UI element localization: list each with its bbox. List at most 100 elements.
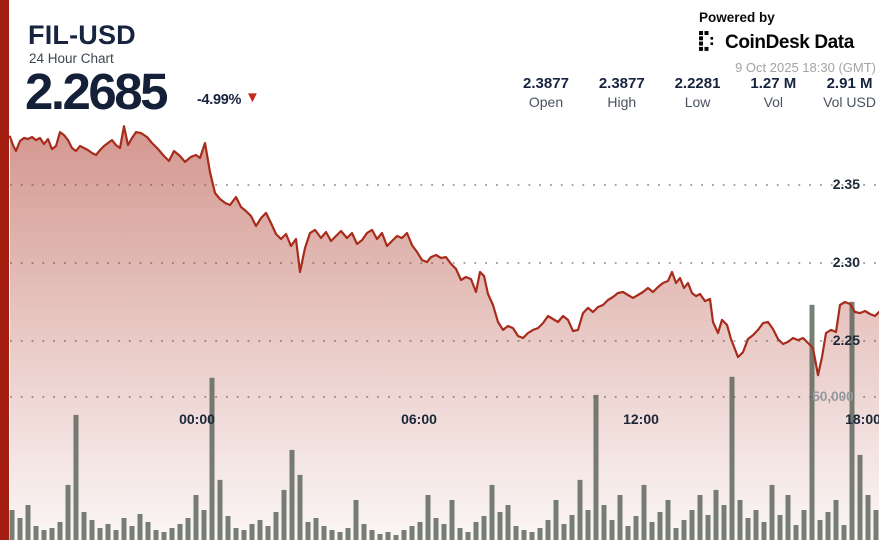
volume-bar [217,479,223,540]
volume-bar [401,530,407,540]
volume-bar [641,484,647,540]
volume-bar [137,514,143,540]
volume-bar [849,301,855,540]
stat-high: 2.3877 High [596,75,648,110]
stat-vol-usd: 2.91 M Vol USD [823,75,876,110]
volume-bar [241,530,247,540]
symbol-title: FIL-USD [28,20,136,50]
volume-bar [657,512,663,540]
volume-bar [313,518,319,540]
stat-high-value: 2.3877 [598,75,645,92]
stat-high-label: High [607,94,637,110]
coindesk-logo-icon [699,30,720,56]
volume-tick-label: 50,000 [812,389,854,404]
volume-bar [449,500,455,540]
volume-bar [193,495,199,540]
volume-bar [81,512,87,540]
volume-bar [681,520,687,540]
volume-bar [377,534,383,540]
y-tick-2-30: 2.30 [832,254,860,270]
volume-bar [361,524,367,540]
stat-vol-label: Vol [763,94,784,110]
volume-bar [201,510,207,540]
left-accent-bar [0,0,9,540]
stat-open-label: Open [528,94,564,110]
volume-bar [729,376,735,540]
volume-bar [833,500,839,540]
volume-bar [513,526,519,540]
x-tick-1800: 18:00 [845,411,879,427]
stat-low-value: 2.2281 [674,75,721,92]
volume-bar [769,484,775,540]
volume-bar [65,484,71,540]
volume-bar [585,510,591,540]
volume-bar [721,505,727,540]
volume-bar [409,526,415,540]
volume-bar [225,516,231,540]
volume-bar [593,394,599,540]
stat-low-label: Low [684,94,711,110]
volume-bar [785,495,791,540]
volume-bar [417,522,423,540]
volume-bar [105,524,111,540]
volume-bar [633,516,639,540]
volume-bar [553,500,559,540]
volume-bar [545,520,551,540]
volume-bar [129,526,135,540]
volume-bar [561,524,567,540]
stat-low: 2.2281 Low [672,75,724,110]
price-area-fill [10,126,879,540]
volume-bar [353,500,359,540]
volume-bar [281,489,287,540]
volume-bar [649,522,655,540]
volume-bar [153,530,159,540]
chart-timestamp: 9 Oct 2025 18:30 (GMT) [735,60,876,75]
volume-bar [841,525,847,540]
volume-bar [209,377,215,540]
x-tick-0600: 06:00 [401,411,437,427]
stat-vol-value: 1.27 M [750,75,797,92]
volume-bar [809,304,815,540]
volume-bar [577,479,583,540]
volume-bar [9,510,15,540]
volume-bar [777,515,783,540]
volume-bar [289,449,295,540]
volume-bar [793,525,799,540]
volume-bar [761,522,767,540]
volume-bar [41,530,47,540]
volume-bar [873,510,879,540]
volume-bar [689,510,695,540]
volume-bar [505,505,511,540]
stat-vol-usd-label: Vol USD [823,94,876,110]
volume-bar [393,535,399,540]
volume-bar [33,526,39,540]
volume-bar [369,530,375,540]
volume-bar [161,532,167,540]
volume-bar [185,518,191,540]
volume-bar [705,515,711,540]
volume-bars [9,301,879,540]
volume-bar [177,524,183,540]
volume-bar [273,512,279,540]
volume-bar [817,520,823,540]
volume-bar [265,526,271,540]
volume-bar [745,518,751,540]
volume-bar [345,528,351,540]
volume-bar [441,524,447,540]
volume-bar [249,524,255,540]
volume-bar [665,500,671,540]
volume-bar [169,528,175,540]
stat-open: 2.3877 Open [520,75,572,110]
volume-bar [425,495,431,540]
volume-bar [457,528,463,540]
volume-bar [801,510,807,540]
volume-bar [49,528,55,540]
price-change-percent: -4.99% [197,92,242,108]
volume-bar [337,532,343,540]
volume-bar [73,414,79,540]
volume-bar [305,522,311,540]
volume-bar [89,520,95,540]
volume-bar [257,520,263,540]
